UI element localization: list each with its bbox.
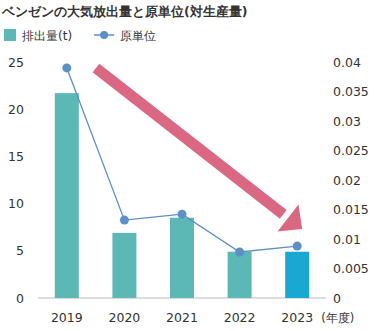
y2-tick-label: 0.015	[333, 202, 369, 217]
title: ベンゼンの大気放出量と原単位(対生産量)	[1, 4, 247, 19]
bar	[285, 252, 309, 298]
y-tick-label: 20	[8, 102, 24, 117]
legend: 排出量(t) 原単位	[4, 29, 156, 43]
y-tick-label: 5	[16, 243, 24, 258]
y-tick-label: 15	[8, 149, 24, 164]
chart-container: ベンゼンの大気放出量と原単位(対生産量) 排出量(t) 原単位 0 5 10 15 20 25 0…	[0, 0, 381, 331]
line	[67, 68, 297, 252]
y2-tick-label: 0	[333, 291, 341, 306]
y-tick-label: 10	[8, 196, 24, 211]
bar	[55, 93, 79, 298]
x-axis-label: (年度)	[321, 311, 354, 325]
y2-tick-label: 0.005	[333, 261, 369, 276]
marks	[55, 63, 309, 298]
y-tick-label: 25	[8, 55, 24, 70]
legend-marker	[100, 31, 108, 39]
legend-label: 原単位	[120, 29, 156, 43]
y2-tick-label: 0.01	[333, 232, 361, 247]
line-marker	[178, 210, 187, 219]
line-marker	[62, 63, 71, 72]
y2-tick-label: 0.04	[333, 55, 361, 70]
x-tick-label: 2020	[108, 310, 140, 325]
y-tick-label: 0	[16, 291, 24, 306]
line-marker	[120, 216, 129, 225]
legend-swatch	[4, 29, 16, 41]
trend-arrow	[96, 68, 302, 231]
y2-tick-label: 0.02	[333, 173, 361, 188]
bar	[170, 218, 194, 298]
x-tick-label: 2019	[51, 310, 83, 325]
x-tick-label: 2023	[281, 310, 313, 325]
line-marker	[293, 242, 302, 251]
x-tick-label: 2021	[166, 310, 198, 325]
bar	[112, 233, 136, 298]
line-marker	[235, 247, 244, 256]
y2-tick-label: 0.035	[333, 84, 369, 99]
legend-label: 排出量(t)	[22, 29, 72, 43]
y2-tick-label: 0.025	[333, 143, 369, 158]
x-tick-label: 2022	[224, 310, 256, 325]
bar	[228, 252, 252, 298]
chart-svg: ベンゼンの大気放出量と原単位(対生産量) 排出量(t) 原単位 0 5 10 15 20 25 0…	[0, 0, 381, 331]
y2-tick-label: 0.03	[333, 114, 361, 129]
